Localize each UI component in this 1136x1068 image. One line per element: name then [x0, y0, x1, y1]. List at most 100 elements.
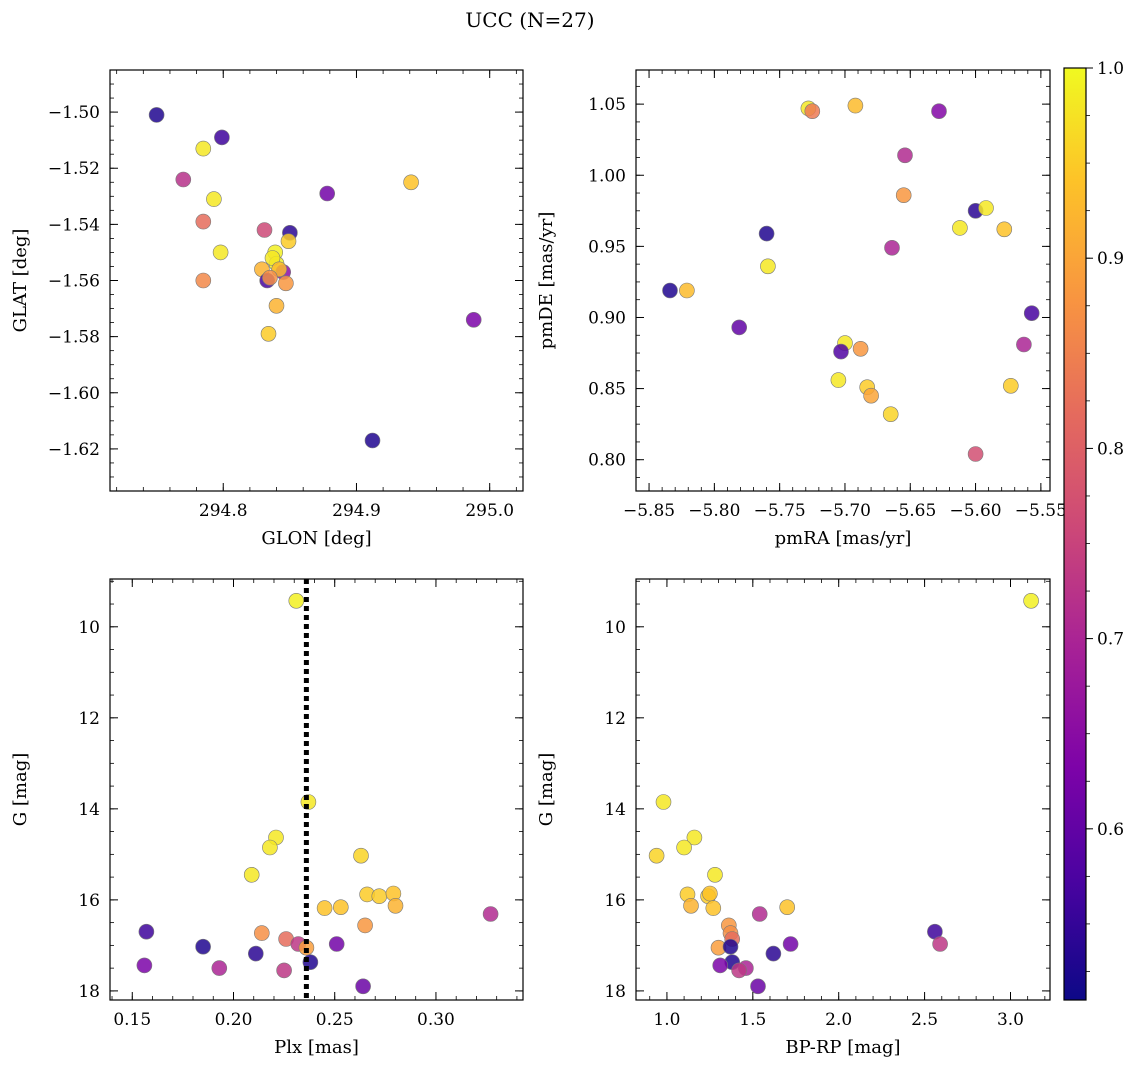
data-point — [676, 839, 692, 856]
x-tick-label: 2.5 — [911, 1010, 938, 1030]
y-tick-label: 0.80 — [588, 451, 626, 471]
data-point — [253, 925, 270, 941]
x-tick-label: −5.80 — [688, 501, 740, 521]
data-point — [662, 282, 678, 299]
y-tick-label: 0.90 — [588, 308, 626, 328]
panel-plx-g: 0.15 0.20 0.25 0.30 10 12 14 16 18 Plx [mas] G [ma… — [10, 578, 524, 1058]
data-point — [863, 387, 879, 404]
x-tick-label: 0.25 — [316, 1010, 354, 1030]
data-point — [136, 957, 153, 974]
data-point — [804, 103, 821, 119]
figure-title: UCC (N=27) — [465, 8, 594, 32]
colorbar: 0.6 0.7 0.8 0.9 1.0 — [1063, 59, 1124, 1001]
y-tick-label: 10 — [78, 618, 100, 638]
data-point — [319, 185, 336, 202]
x-tick-label: 0.15 — [113, 1010, 151, 1030]
data-point — [758, 225, 775, 242]
y-tick-label: −1.54 — [48, 215, 100, 235]
x-tick-label: −5.75 — [754, 501, 806, 521]
data-point — [952, 220, 968, 236]
data-point — [655, 794, 672, 810]
data-point — [782, 936, 799, 952]
data-point — [722, 938, 739, 955]
data-point — [705, 900, 722, 916]
panel-cmd: 1.0 1.5 2.0 2.5 3.0 10 12 14 16 18 BP-RP [mag] G [m… — [536, 578, 1051, 1058]
data-point — [353, 847, 369, 864]
x-tick-label: 294.8 — [199, 501, 248, 521]
data-point — [278, 275, 294, 292]
data-point — [276, 962, 292, 979]
data-point — [332, 899, 349, 916]
colorbar-tick-label: 1.0 — [1097, 59, 1124, 79]
y-axis-label: G [mag] — [536, 753, 557, 826]
y-tick-label: 1.05 — [588, 95, 626, 115]
data-point — [212, 244, 229, 261]
data-point — [206, 191, 222, 207]
data-point — [328, 936, 345, 952]
panels: 294.8 294.9 295.0 −1.62 −1.60 −1.58 −1.56 −1.54… — [10, 69, 1067, 1058]
x-axis-label: Plx [mas] — [274, 1037, 359, 1058]
data-point — [195, 272, 212, 289]
data-point — [750, 978, 766, 995]
data-point — [280, 233, 297, 249]
data-point — [978, 200, 994, 216]
x-tick-label: 3.0 — [997, 1010, 1024, 1030]
data-point — [256, 222, 273, 238]
y-tick-label: −1.50 — [48, 103, 100, 123]
panel-pm: −5.85 −5.80 −5.75 −5.70 −5.65 −5.60 −5.55 0.80 0… — [536, 69, 1067, 549]
y-tick-label: −1.62 — [48, 440, 100, 460]
y-tick-label: 1.00 — [588, 166, 626, 186]
y-tick-label: 16 — [78, 891, 100, 911]
data-point — [707, 866, 723, 883]
data-point — [465, 311, 482, 328]
axes-frame — [635, 578, 1051, 1001]
data-point — [1023, 305, 1040, 322]
x-tick-label: −5.55 — [1015, 501, 1067, 521]
data-point — [248, 945, 264, 962]
data-point — [731, 962, 747, 979]
data-point — [387, 897, 404, 914]
y-tick-label: 14 — [78, 800, 100, 820]
axes-frame — [109, 578, 524, 1001]
colorbar-tick-label: 0.6 — [1097, 820, 1124, 840]
data-point — [996, 221, 1013, 238]
x-tick-label: −5.85 — [623, 501, 675, 521]
data-point — [932, 936, 948, 952]
data-point — [712, 957, 729, 974]
x-tick-label: 2.0 — [825, 1010, 852, 1030]
y-axis-label: GLAT [deg] — [10, 229, 31, 333]
panel-glon-glat: 294.8 294.9 295.0 −1.62 −1.60 −1.58 −1.56 −1.54… — [10, 69, 524, 549]
data-point — [262, 269, 278, 286]
data-point — [138, 923, 155, 940]
data-point — [648, 847, 665, 864]
x-tick-label: 0.20 — [215, 1010, 253, 1030]
data-point — [195, 213, 212, 230]
colorbar-bar — [1063, 67, 1087, 1001]
colorbar-tick-label: 0.7 — [1097, 630, 1124, 650]
colorbar-tick-label: 0.9 — [1097, 249, 1124, 269]
data-point — [847, 97, 864, 114]
data-point — [1023, 592, 1039, 609]
data-point — [214, 129, 230, 146]
y-tick-label: 0.85 — [588, 380, 626, 400]
y-tick-label: 10 — [604, 618, 626, 638]
y-tick-label: 0.95 — [588, 237, 626, 257]
y-tick-label: −1.60 — [48, 384, 100, 404]
y-tick-label: 16 — [604, 891, 626, 911]
data-point — [760, 258, 776, 275]
data-point — [1002, 377, 1019, 394]
x-tick-label: 1.0 — [653, 1010, 680, 1030]
x-tick-label: −5.65 — [884, 501, 936, 521]
y-tick-label: 18 — [78, 982, 100, 1002]
data-point — [148, 107, 165, 123]
colorbar-tick-label: 0.8 — [1097, 439, 1124, 459]
y-tick-label: 12 — [604, 709, 626, 729]
data-point — [702, 885, 718, 902]
data-point — [316, 900, 333, 916]
axes-frame — [109, 69, 524, 492]
data-point — [355, 978, 371, 995]
data-point — [683, 897, 699, 914]
data-point — [882, 406, 899, 423]
data-point — [830, 372, 847, 388]
